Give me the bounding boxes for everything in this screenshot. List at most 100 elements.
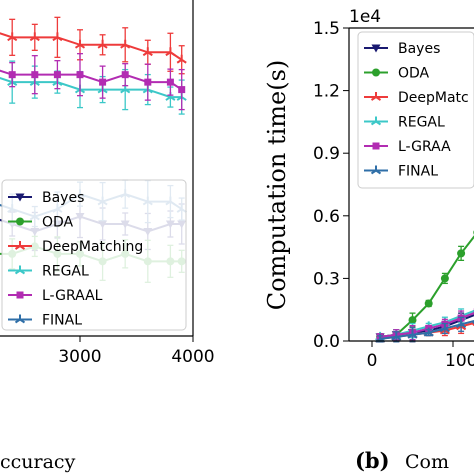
left-point-l-graal (99, 78, 107, 86)
left-legend-marker (15, 193, 25, 202)
left-legend-item-bayes: Bayes (8, 190, 84, 206)
right-legend-item-0: Bayes (364, 41, 440, 57)
left-legend-marker (14, 265, 26, 275)
left-point-deepmatching (97, 39, 108, 49)
left-point-l-graal (8, 71, 16, 79)
left-legend-marker (16, 217, 24, 226)
left-legend-item-regal: REGAL (8, 264, 89, 280)
left-legend-box (1, 179, 187, 331)
right-y-tick-label: 0.9 (313, 144, 340, 164)
right-x-tick-label-0: 0 (367, 351, 378, 371)
right-y-tick-4: 1.2 (313, 82, 349, 102)
left-point-deepmatching (74, 39, 86, 49)
right-legend-marker (372, 68, 380, 77)
left-legend-marker (16, 291, 24, 299)
left-point-deepmatching (7, 32, 18, 42)
right-legend-marker (370, 116, 382, 126)
right-x-tick-0: 0 (367, 341, 378, 371)
left-caption: ccuracy (0, 451, 76, 473)
left-point-deepmatching (29, 32, 40, 42)
right-point-final (423, 327, 434, 337)
left-plot-area: 3000 4000 Bayes ODA DeepMatching REGAL L-GRA… (0, 0, 215, 473)
right-point-oda (457, 249, 466, 258)
right-point-final (407, 329, 418, 339)
left-legend-label: REGAL (42, 264, 89, 280)
right-legend-label: ODA (398, 66, 430, 82)
right-legend-item-5: FINAL (364, 164, 438, 180)
left-legend-item-final: FINAL (8, 313, 82, 329)
right-x-tick-label-100: 100 (445, 351, 474, 371)
left-legend-label: L-GRAAL (42, 288, 103, 304)
right-legend: Bayes ODA DeepMatc REGAL L-GRAA FINAL (357, 31, 474, 189)
right-legend-marker (371, 44, 381, 53)
left-x-tick-label-3000: 3000 (58, 347, 101, 367)
right-y-tick-3: 0.9 (313, 144, 349, 164)
right-legend-item-4: L-GRAA (364, 139, 451, 155)
right-legend-item-3: REGAL (364, 115, 445, 131)
left-point-l-graal (144, 78, 152, 86)
right-y-tick-0: 0.0 (313, 332, 349, 352)
left-point-deepmatching (120, 39, 131, 49)
right-point-final (456, 319, 467, 329)
right-y-tick-label: 0.0 (313, 332, 340, 352)
right-legend-marker (370, 92, 382, 101)
right-point-final (391, 331, 402, 341)
left-x-tick-label-4000: 4000 (171, 347, 214, 367)
left-x-tick-3000: 3000 (58, 336, 102, 367)
left-legend-label: Bayes (42, 190, 84, 206)
right-y-ticks: 0.0 0.3 0.6 0.9 1.2 1.5 (313, 19, 349, 352)
right-legend-item-1: ODA (364, 66, 430, 82)
left-legend-label: ODA (42, 215, 74, 231)
right-point-oda (440, 274, 449, 283)
left-line-deepmatching (0, 32, 183, 61)
right-caption-label: (b) (355, 448, 390, 473)
left-series-regal (0, 60, 187, 115)
right-legend-label: Bayes (398, 41, 440, 57)
left-legend-label: DeepMatching (42, 239, 143, 255)
left-point-l-graal (121, 71, 129, 79)
left-legend-item-deepmatching: DeepMatching (8, 239, 143, 255)
left-point-l-graal (31, 71, 39, 79)
left-legend-marker (14, 314, 26, 324)
right-plot-area: 0.0 0.3 0.6 0.9 1.2 1.5 0 100 1e4 Computation… (263, 7, 474, 473)
left-legend-marker (14, 241, 26, 250)
left-point-deepmatching (52, 32, 63, 42)
right-y-axis-label: Computation time(s) (263, 60, 291, 311)
right-y-tick-1: 0.3 (313, 269, 349, 289)
left-series-l-graal (0, 53, 186, 111)
right-legend-marker (370, 165, 382, 175)
right-series-layer (375, 230, 474, 343)
left-legend: Bayes ODA DeepMatching REGAL L-GRAAL FINAL (1, 179, 187, 331)
right-x-tick-100: 100 (445, 341, 474, 371)
left-series-deepmatching (0, 16, 187, 75)
right-y-tick-label: 0.3 (313, 269, 340, 289)
right-y-tick-2: 0.6 (313, 207, 349, 227)
left-point-deepmatching (165, 47, 176, 57)
right-legend-label: REGAL (398, 115, 445, 131)
left-point-l-graal (166, 78, 174, 86)
right-legend-box (357, 31, 474, 189)
left-point-l-graal (53, 71, 61, 79)
right-legend-label: DeepMatc (398, 90, 469, 106)
right-y-tick-label: 0.6 (313, 207, 340, 227)
right-y-multiplier: 1e4 (349, 7, 381, 27)
left-legend-item-oda: ODA (8, 215, 74, 231)
left-legend-label: FINAL (42, 313, 82, 329)
right-legend-marker (372, 142, 380, 150)
right-series-final (375, 316, 474, 343)
right-point-oda (408, 316, 417, 325)
right-point-oda (424, 299, 433, 308)
left-x-tick-4000: 4000 (171, 336, 215, 367)
left-line-l-graal (0, 69, 183, 91)
right-caption: Com (405, 451, 449, 473)
right-legend-label: FINAL (398, 164, 438, 180)
right-y-tick-label: 1.5 (313, 19, 340, 39)
left-point-deepmatching (142, 47, 153, 57)
left-legend-item-l-graal: L-GRAAL (8, 288, 103, 304)
right-y-tick-label: 1.2 (313, 82, 340, 102)
right-point-final (439, 323, 450, 333)
right-legend-item-2: DeepMatc (364, 90, 469, 106)
left-point-l-graal (76, 71, 84, 79)
right-legend-label: L-GRAA (398, 139, 451, 155)
left-point-l-graal (178, 86, 186, 94)
